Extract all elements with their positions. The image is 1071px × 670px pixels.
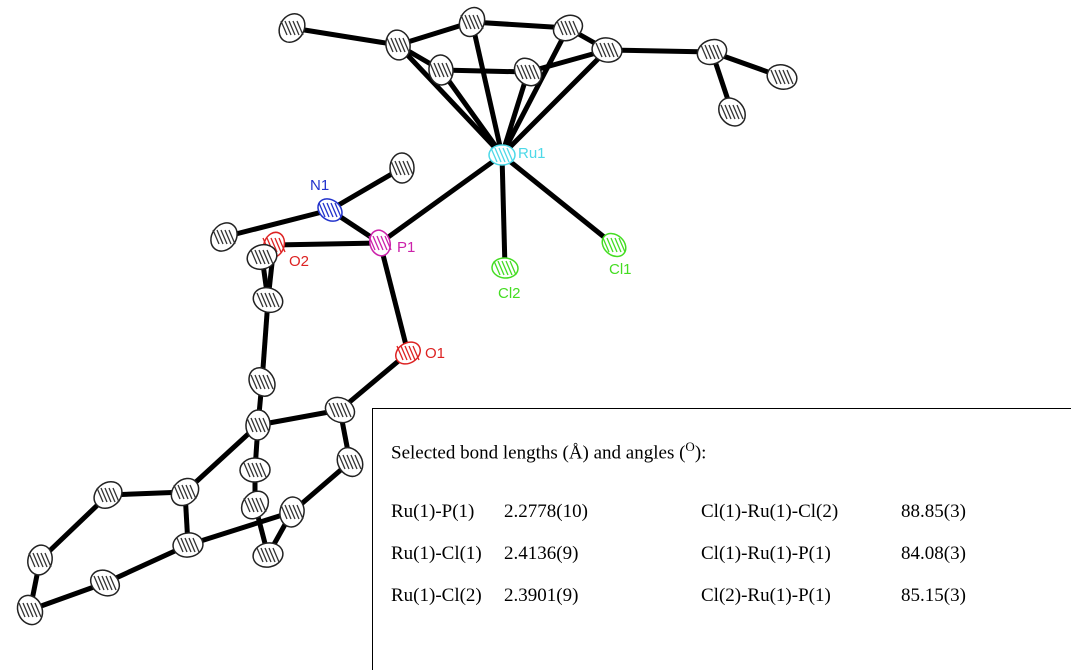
- table-cell: Ru(1)-Cl(2): [391, 585, 482, 607]
- atom-label: O2: [289, 253, 309, 270]
- table-cell: 2.2778(10): [504, 501, 588, 523]
- bond: [502, 155, 614, 245]
- atom-label: Ru1: [518, 145, 546, 162]
- table-cell: 85.15(3): [901, 585, 966, 607]
- table-cell: 2.3901(9): [504, 585, 578, 607]
- table-cell: 88.85(3): [901, 501, 966, 523]
- caption-end: ):: [695, 442, 707, 463]
- bond: [502, 155, 505, 268]
- table-cell: Cl(2)-Ru(1)-P(1): [701, 585, 831, 607]
- table-cell: 2.4136(9): [504, 543, 578, 565]
- atom-label: O1: [425, 345, 445, 362]
- caption-superscript: O: [685, 439, 694, 454]
- bond: [502, 28, 568, 155]
- data-box: Selected bond lengths (Å) and angles (O)…: [372, 408, 1071, 670]
- bond: [607, 50, 712, 52]
- page: Ru1 N1 P1 O2 O1 Cl2 Cl1 Selected bond lengths …: [0, 0, 1071, 670]
- atom-label: Cl1: [609, 261, 632, 278]
- table-cell: Cl(1)-Ru(1)-Cl(2): [701, 501, 838, 523]
- bond: [274, 243, 380, 245]
- table-cell: Cl(1)-Ru(1)-P(1): [701, 543, 831, 565]
- bond: [380, 243, 408, 353]
- caption: Selected bond lengths (Å) and angles (O)…: [391, 439, 706, 464]
- atom-label: N1: [310, 177, 329, 194]
- table-row: Ru(1)-P(1) 2.2778(10) Cl(1)-Ru(1)-Cl(2) 88.…: [391, 501, 1051, 525]
- table-cell: Ru(1)-P(1): [391, 501, 474, 523]
- table-row: Ru(1)-Cl(2) 2.3901(9) Cl(2)-Ru(1)-P(1) 85.1…: [391, 585, 1051, 609]
- bond: [292, 28, 398, 45]
- table-cell: 84.08(3): [901, 543, 966, 565]
- atom-label: P1: [397, 239, 415, 256]
- atom-label: Cl2: [498, 285, 521, 302]
- caption-text: Selected bond lengths (Å) and angles (: [391, 442, 685, 463]
- table-cell: Ru(1)-Cl(1): [391, 543, 482, 565]
- table-row: Ru(1)-Cl(1) 2.4136(9) Cl(1)-Ru(1)-P(1) 84.0…: [391, 543, 1051, 567]
